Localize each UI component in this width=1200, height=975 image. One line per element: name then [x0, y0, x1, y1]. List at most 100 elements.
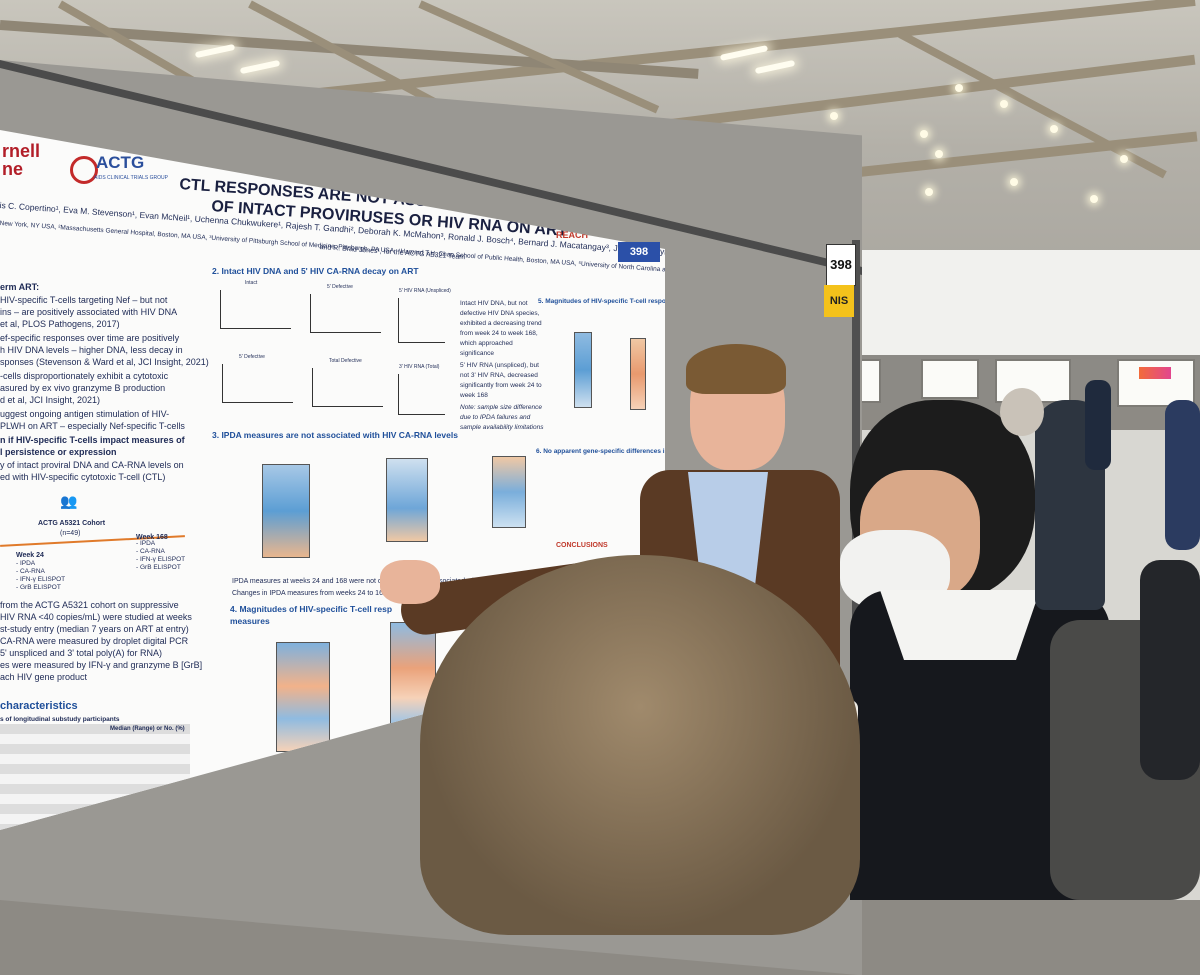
- ceiling-light: [1010, 178, 1018, 186]
- intro-line: HIV-specific T-cells targeting Nef – but…: [0, 295, 168, 305]
- note-line: defective HIV DNA species,: [460, 310, 540, 317]
- decay-chart: 5' Defective: [310, 284, 381, 333]
- week168-item: - IFN-γ ELISPOT: [136, 556, 186, 563]
- people-icon: 👥: [60, 493, 78, 509]
- ceiling-light: [955, 84, 963, 92]
- correlation-heatmap: [262, 464, 310, 558]
- note-line: due to IPDA failures and: [460, 414, 531, 421]
- note-line: 5' HIV RNA (unspliced), but: [460, 362, 539, 369]
- intro-line: l persistence or expression: [0, 447, 117, 457]
- intro-line: asured by ex vivo granzyme B production: [0, 383, 166, 393]
- presenter-hair: [686, 344, 786, 394]
- section6-heading: 6. No apparent gene-specific differences…: [536, 448, 774, 455]
- note-line: not 3' HIV RNA, decreased: [460, 372, 538, 379]
- note-line: significantly from week 24 to: [460, 382, 542, 389]
- actg-logo: ACTG: [96, 153, 145, 172]
- week168-item: - IPDA: [136, 540, 156, 547]
- note-line: from week 24 to week 168,: [460, 330, 538, 337]
- cornell-logo: rnell ne: [2, 141, 41, 179]
- intro-line: PLWH on ART – especially Nef-specific T-…: [0, 421, 185, 431]
- chart-title: 5' Defective: [239, 354, 265, 360]
- methods-line: HIV RNA <40 copies/mL) were studied at w…: [0, 612, 192, 622]
- chart-title: Intact: [245, 280, 258, 286]
- section5-heatmap: [574, 332, 592, 408]
- note-line: Note: sample size difference: [460, 404, 543, 411]
- ceiling-light: [194, 43, 236, 59]
- intro-line: h HIV DNA levels – higher DNA, less deca…: [0, 345, 183, 355]
- week24-item: - IFN-γ ELISPOT: [16, 576, 66, 583]
- note-line: sample availability limitations: [460, 424, 544, 431]
- characteristics-heading: characteristics: [0, 700, 78, 712]
- note-line: week 168: [460, 392, 488, 399]
- tcell-heatmap: [276, 642, 330, 752]
- presenter-hand: [380, 560, 440, 604]
- decay-chart: 5' HIV RNA (Unspliced): [398, 288, 451, 343]
- intro-line: sponses (Stevenson & Ward et al, JCI Ins…: [0, 357, 209, 367]
- week168-label: Week 168: [136, 534, 168, 541]
- intro-line: et al, PLOS Pathogens, 2017): [0, 319, 120, 329]
- intro-line: ins – are positively associated with HIV…: [0, 307, 178, 317]
- note-line: Intact HIV DNA, but not: [460, 300, 528, 307]
- board-number: 398: [826, 244, 856, 286]
- section4-sub: measures: [230, 616, 270, 626]
- ceiling-light: [925, 188, 933, 196]
- methods-line: st-study entry (median 7 years on ART at…: [0, 624, 189, 634]
- methods-line: 5' unspliced and 3' total poly(A) for RN…: [0, 648, 163, 658]
- cohort-label: ACTG A5321 Cohort: [38, 520, 106, 527]
- intro-line: -cells disproportionately exhibit a cyto…: [0, 371, 169, 381]
- aim-line: ed with HIV-specific cytotoxic T-cell (C…: [0, 472, 166, 482]
- cohort-n: (n=49): [60, 530, 81, 537]
- conclusions-heading: CONCLUSIONS: [556, 542, 608, 549]
- intro-heading: erm ART:: [0, 282, 40, 292]
- ceiling-light: [1090, 195, 1098, 203]
- chart-title: 5' HIV RNA (Unspliced): [399, 288, 451, 294]
- section2-heading: 2. Intact HIV DNA and 5' HIV CA-RNA deca…: [212, 266, 419, 276]
- decay-chart: Intact: [220, 280, 291, 329]
- background-attendee: [1165, 400, 1200, 550]
- background-poster: [1117, 359, 1195, 407]
- correlation-heatmap: [386, 458, 428, 542]
- table-header: Median (Range) or No. (%): [110, 726, 185, 732]
- week24-item: - IPDA: [16, 560, 36, 567]
- intro-line: d et al, JCI Insight, 2021): [0, 395, 101, 405]
- background-attendee: [1140, 560, 1200, 780]
- chart-title: 5' Defective: [327, 284, 353, 290]
- ceiling-light: [1000, 100, 1008, 108]
- note-line: which approached: [460, 340, 513, 347]
- intro-line: n if HIV-specific T-cells impact measure…: [0, 435, 185, 445]
- intro-line: ef-specific responses over time are posi…: [0, 333, 180, 343]
- ceiling-light: [1120, 155, 1128, 163]
- foreground-attendee-hair: [420, 555, 860, 935]
- week168-item: - GrB ELISPOT: [136, 564, 181, 571]
- section3-heading: 3. IPDA measures are not associated with…: [212, 430, 458, 440]
- week24-label: Week 24: [16, 552, 44, 559]
- chart-title: Total Defective: [329, 358, 362, 364]
- ceiling-light: [239, 59, 281, 75]
- section4-heading: 4. Magnitudes of HIV-specific T-cell res…: [230, 604, 393, 614]
- ceiling-light: [1050, 125, 1058, 133]
- aim-line: y of intact proviral DNA and CA-RNA leve…: [0, 460, 184, 470]
- methods-line: ach HIV gene product: [0, 672, 88, 682]
- poster-graphic: [1139, 367, 1171, 379]
- ceiling-light: [830, 112, 838, 120]
- section3-bullet: IPDA measures at weeks 24 and 168 were n…: [232, 578, 528, 585]
- background-poster-boards: [855, 355, 1200, 410]
- methods-line: from the ACTG A5321 cohort on suppressiv…: [0, 600, 179, 610]
- note-line: exhibited a decreasing trend: [460, 320, 542, 327]
- poster-number-tag: 398: [618, 242, 660, 262]
- attendee-collar: [880, 590, 1040, 660]
- ceiling-light: [920, 130, 928, 138]
- correlation-heatmap: [492, 456, 526, 528]
- reach-logo: REACH: [556, 230, 589, 240]
- chart-title: 3' HIV RNA (Total): [399, 364, 440, 370]
- board-tag: NIS: [824, 285, 854, 317]
- week24-item: - CA-RNA: [16, 568, 45, 575]
- background-attendee: [1085, 380, 1111, 470]
- week168-item: - CA-RNA: [136, 548, 165, 555]
- decay-chart: 5' Defective: [222, 354, 293, 403]
- intro-line: uggest ongoing antigen stimulation of HI…: [0, 409, 170, 419]
- ceiling-light: [754, 59, 796, 75]
- methods-line: es were measured by IFN-γ and granzyme B…: [0, 660, 203, 670]
- week24-item: - GrB ELISPOT: [16, 584, 61, 591]
- section5-heading: 5. Magnitudes of HIV-specific T-cell res…: [538, 298, 665, 305]
